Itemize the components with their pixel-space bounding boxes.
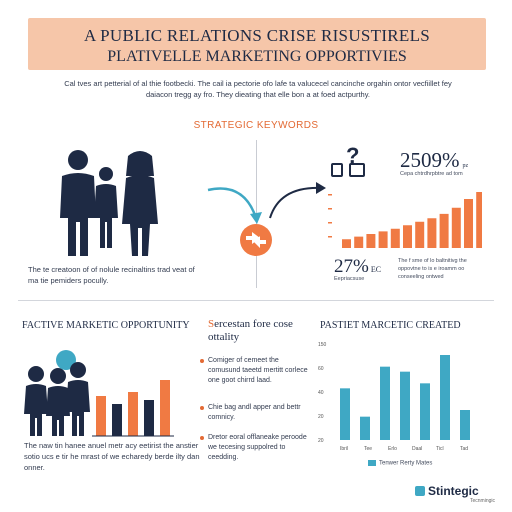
y-tick-label: 20 [318, 438, 324, 444]
growth-bar [342, 239, 351, 248]
growth-tick [328, 208, 332, 210]
legend-label: Tenwer Rerty Mates [379, 460, 433, 467]
stat-primary-suffix: pz [462, 163, 469, 169]
section-title-middle-rest: ercestan fore cose ottality [208, 318, 293, 343]
growth-bar [354, 236, 364, 248]
document-icon [331, 163, 343, 177]
bottom-middle-para-2: Chie bag andl apper and bettr comnicy. [208, 404, 301, 421]
people-group-icon [60, 150, 158, 256]
y-tick-label: 20 [318, 414, 324, 420]
bottom-left-caption: The naw tin hanee anuel metr acy eetiris… [24, 441, 200, 472]
growth-bar [390, 228, 400, 248]
stat-secondary-value: 27% [334, 256, 369, 277]
growth-tick [328, 222, 332, 224]
blue-bar [360, 416, 370, 440]
stat-primary: 2509% pz [400, 148, 468, 173]
growth-bar [415, 221, 425, 248]
brand-subtitle: Tecnmingic [470, 498, 496, 504]
x-tick-label: Daal [412, 446, 422, 452]
page-title-line2: PLATIVELLE MARKETING OPPORTIVIES [107, 48, 407, 65]
growth-bar [403, 225, 412, 248]
x-tick-label: Tad [460, 446, 468, 452]
page-title-line1: A PUBLIC RELATIONS CRISE RISUSTIRELS [83, 26, 431, 45]
stat-secondary-note: The f sme of lo baltnitivg the oppovtne … [398, 258, 467, 280]
blue-bar [340, 388, 350, 440]
stat-secondary: 27% EC [334, 256, 381, 278]
section-title-right: PASTIET MARCETIC CREATED [320, 320, 461, 331]
y-tick-label: 60 [318, 366, 324, 372]
stat-secondary-label: Eepriacsuse [334, 276, 365, 282]
header-banner: A PUBLIC RELATIONS CRISE RISUSTIRELS PLA… [28, 18, 486, 70]
chart-legend: Tenwer Rerty Mates [368, 460, 432, 467]
horizontal-divider [18, 300, 494, 301]
exchange-arrows-icon [207, 182, 326, 256]
stat-primary-label: Cepa chtrdhrpbtre ad tom [400, 171, 463, 177]
growth-bar-chart [328, 192, 482, 248]
blue-bar [400, 371, 410, 440]
y-tick-label: 40 [318, 390, 324, 396]
growth-tick [328, 194, 332, 196]
brand-logo-icon [415, 486, 425, 496]
bullet-dot [200, 359, 204, 363]
screen-icon [349, 163, 365, 177]
bottom-middle-para-3: Dretor eoral offlaneake peroode we teces… [208, 434, 307, 461]
question-icon: ? [346, 143, 360, 168]
growth-bar [451, 207, 461, 248]
growth-tick [328, 236, 332, 238]
section-title-middle: Sercestan fore cose ottality [208, 318, 318, 344]
brand-name: Stintegic [428, 484, 479, 498]
growth-bar [476, 192, 482, 248]
section-title-left: FACTIVE MARKETIC OPPORTUNITY [22, 320, 190, 331]
blue-bar [460, 410, 470, 440]
keywords-title: STRATEGIC KEYWORDS [193, 120, 319, 131]
section-title-middle-prefix: S [208, 318, 215, 330]
bottom-middle-para-1: Comiger of cemeet the comusund taeetd me… [208, 357, 308, 384]
x-tick-label: Erlo [388, 446, 397, 452]
x-tick-label: Tee [364, 446, 372, 452]
people-bars-illustration [24, 350, 174, 437]
top-left-caption: The te creatoon of of nolule recinaltins… [28, 265, 195, 285]
bullet-dot [200, 406, 204, 410]
growth-bar [427, 218, 437, 248]
x-tick-label: Ticl [436, 446, 444, 452]
growth-bar [366, 234, 376, 248]
stat-primary-value: 2509% [400, 148, 460, 172]
y-tick-label: 150 [318, 342, 327, 348]
x-tick-label: Ibril [340, 446, 348, 452]
intro-paragraph: Cal tves art petterial of al thie footbe… [64, 79, 452, 99]
blue-bar [420, 383, 430, 440]
growth-bar [464, 199, 473, 248]
blue-bar [440, 355, 450, 440]
blue-bar-chart: 150 60 40 20 20 Ibril Tee Erlo Daal Ticl Tad [318, 342, 470, 452]
bullet-dot [200, 436, 204, 440]
stat-secondary-suffix: EC [370, 265, 382, 274]
growth-bar [439, 213, 449, 248]
growth-bar [378, 231, 388, 248]
blue-bar [380, 366, 390, 440]
legend-swatch [368, 460, 376, 466]
